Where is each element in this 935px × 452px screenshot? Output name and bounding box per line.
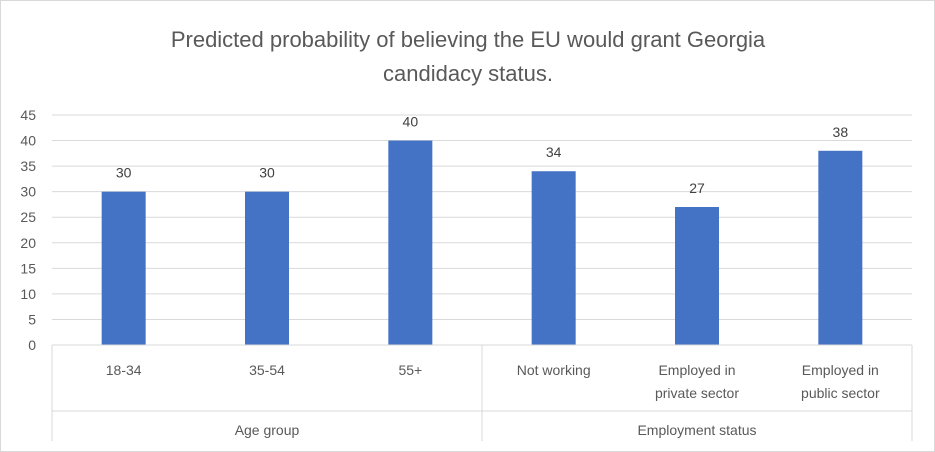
y-tick-label-10: 10: [20, 286, 36, 302]
bar-3: [388, 140, 433, 345]
category-label-3-line-1: 55+: [398, 362, 422, 378]
bar-5: [675, 207, 719, 345]
y-tick-label-30: 30: [20, 184, 36, 200]
chart-title-line-2: candidacy status.: [383, 61, 553, 86]
y-tick-label-25: 25: [20, 209, 36, 225]
data-label-3: 40: [403, 114, 419, 130]
category-label-4-line-1: Not working: [517, 362, 591, 378]
y-tick-label-45: 45: [20, 107, 36, 123]
y-tick-label-40: 40: [20, 133, 36, 149]
group-label-1: Age group: [235, 422, 300, 438]
category-label-6-line-1: Employed in: [802, 362, 879, 378]
y-tick-label-0: 0: [28, 337, 36, 353]
y-tick-label-20: 20: [20, 235, 36, 251]
bar-6: [818, 150, 863, 345]
y-tick-label-5: 5: [28, 311, 36, 327]
data-label-2: 30: [259, 165, 275, 181]
group-label-2: Employment status: [637, 422, 756, 438]
category-label-5-line-2: private sector: [655, 385, 739, 401]
chart-title-line-1: Predicted probability of believing the E…: [171, 27, 766, 52]
bar-4: [531, 171, 576, 345]
data-label-6: 38: [833, 124, 849, 140]
category-label-5-line-1: Employed in: [658, 362, 735, 378]
category-label-1-line-1: 18-34: [106, 362, 142, 378]
y-tick-label-15: 15: [20, 260, 36, 276]
data-label-4: 34: [546, 144, 562, 160]
category-label-6-line-2: public sector: [801, 385, 880, 401]
data-label-5: 27: [689, 180, 705, 196]
bar-2: [245, 191, 289, 345]
bar-1: [101, 191, 146, 345]
category-label-2-line-1: 35-54: [249, 362, 285, 378]
y-tick-label-35: 35: [20, 158, 36, 174]
data-label-1: 30: [116, 165, 132, 181]
